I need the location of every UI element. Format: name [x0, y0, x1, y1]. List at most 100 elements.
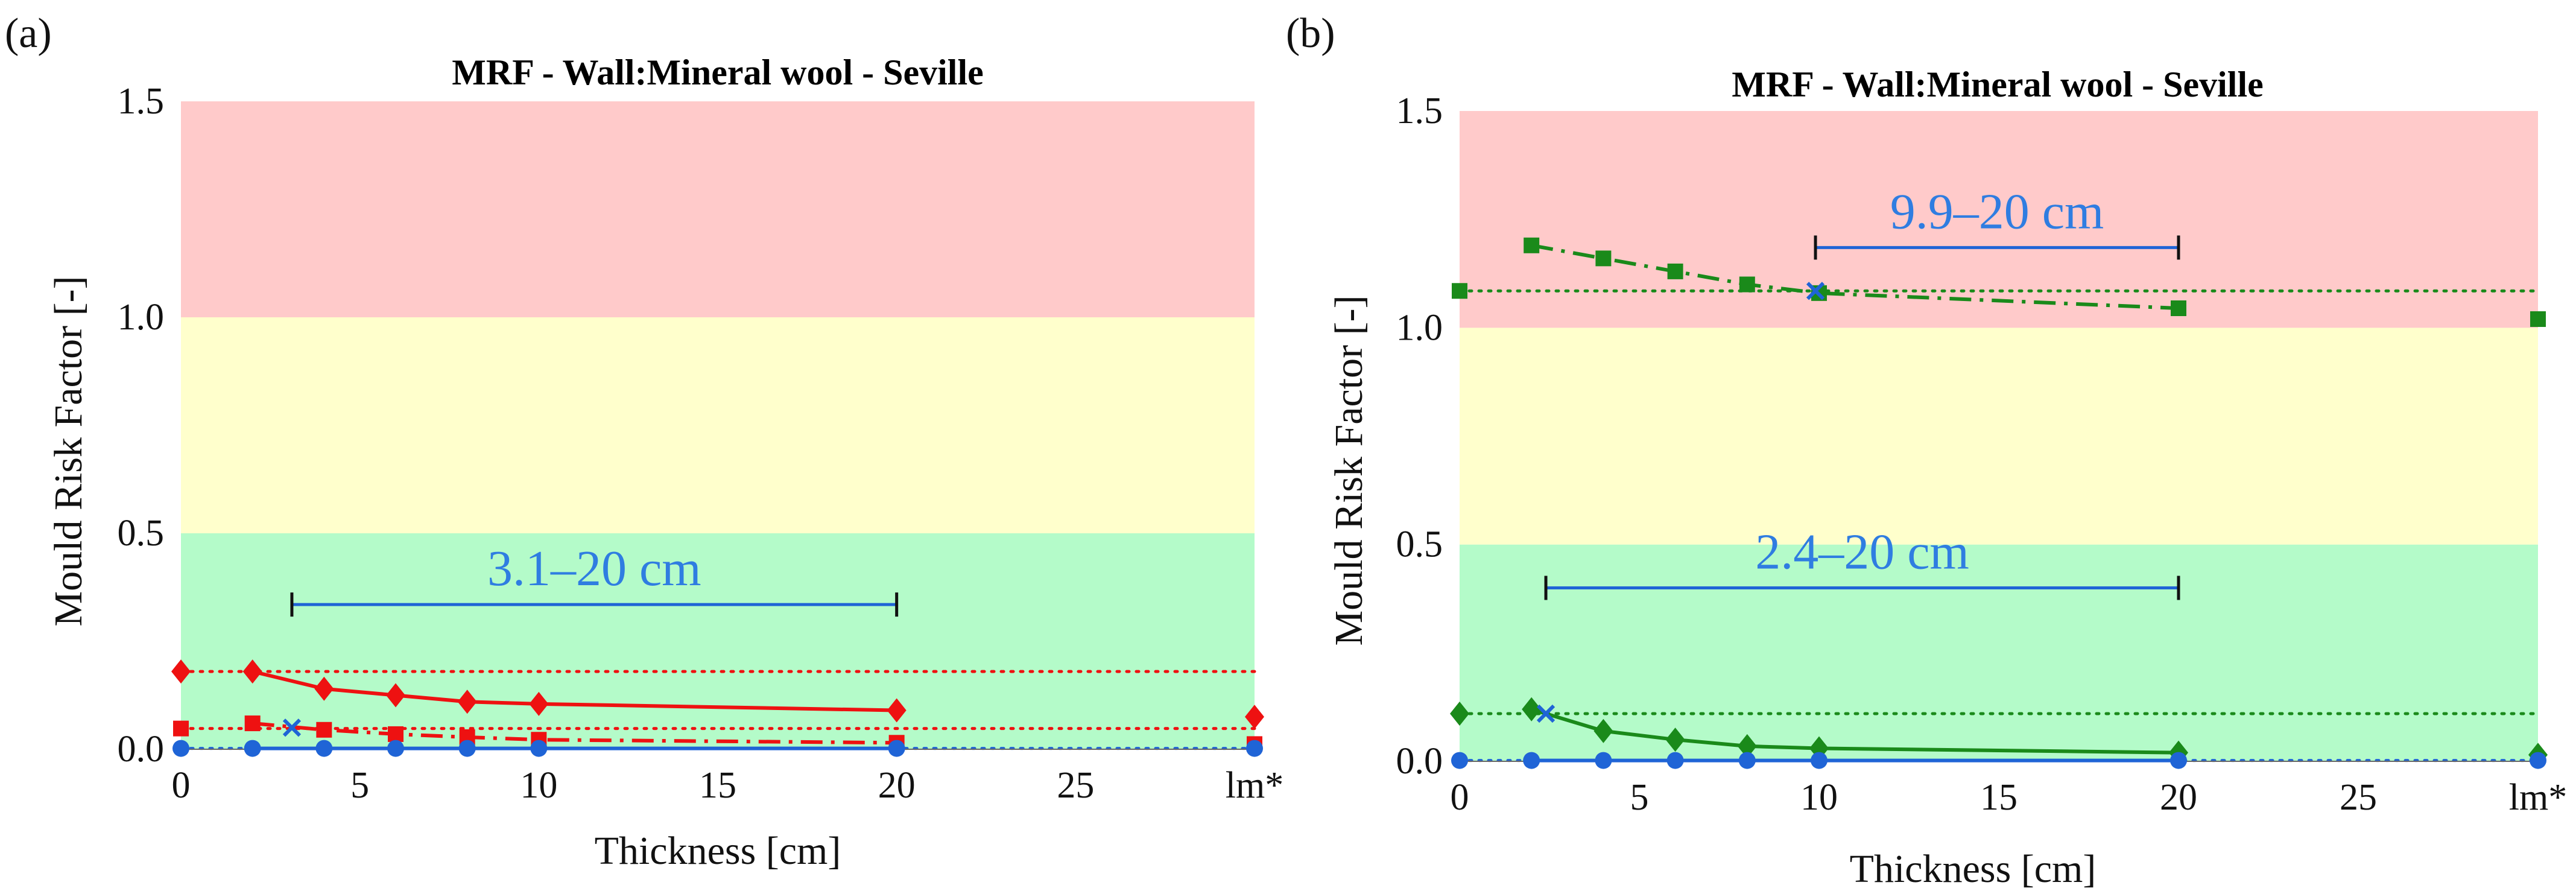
panel-letter-a: (a) [5, 10, 52, 57]
series-line-b-1 [1531, 707, 2179, 755]
point-a-0-1 [314, 676, 334, 701]
range-bracket-b-0: 9.9–20 cm [1814, 183, 2180, 260]
point-b-1-1 [1593, 718, 1613, 743]
risk-zones-a [181, 101, 1255, 749]
point-b-2-4 [1811, 752, 1828, 769]
zone-green-a [181, 533, 1255, 749]
x-tick-label-b-0: 0 [1451, 777, 1469, 818]
series-line-a-0 [252, 670, 897, 712]
point-b-2-2 [1666, 752, 1684, 769]
point-a-2-3 [458, 740, 476, 757]
point-ref-a-2 [172, 740, 189, 757]
point-b-1-3 [1737, 734, 1757, 758]
point-a-2-2 [387, 740, 404, 757]
x-tick-label-a-5: 25 [1057, 765, 1094, 806]
series-b [1450, 237, 2548, 769]
point-ref-b-0 [1452, 283, 1467, 299]
series-a-2 [172, 740, 1263, 757]
point-lm-b-2 [2530, 752, 2546, 769]
cross-marker-a-0 [282, 718, 302, 737]
y-tick-label-b-0: 0.0 [1396, 741, 1443, 782]
ranges-b: 9.9–20 cm 2.4–20 cm [1544, 183, 2180, 600]
point-b-0-5 [2171, 300, 2186, 316]
y-tick-label-a-2: 1.0 [118, 297, 165, 338]
point-a-0-3 [457, 690, 477, 714]
point-ref-b-1 [1450, 701, 1469, 726]
point-a-1-1 [316, 722, 332, 738]
series-b-2 [1451, 752, 2546, 769]
x-tick-label-b-1: 5 [1630, 777, 1649, 818]
x-tick-label-a-2: 10 [520, 765, 557, 806]
series-a-0 [171, 659, 1264, 729]
point-ref-a-1 [173, 720, 189, 737]
point-a-0-2 [386, 683, 405, 708]
y-tick-label-a-3: 1.5 [118, 81, 165, 122]
series-line-a-1 [252, 722, 897, 745]
series-line-b-0 [1531, 243, 2179, 310]
cross-stroke-2-b-0 [1806, 282, 1825, 300]
x-tick-label-a-0: 0 [172, 765, 191, 806]
point-a-1-0 [244, 715, 261, 732]
point-a-2-0 [244, 740, 261, 757]
range-bracket-a-0: 3.1–20 cm [290, 541, 899, 617]
range-label-a-0: 3.1–20 cm [487, 541, 701, 597]
x-tick-label-a-3: 15 [699, 765, 736, 806]
x-tick-label-b-2: 10 [1800, 777, 1838, 818]
x-ticks-b: 0 5 10 15 20 25 lm* [1451, 777, 2568, 818]
range-label-b-0: 9.9–20 cm [1890, 183, 2104, 239]
x-tick-label-a-1: 5 [350, 765, 369, 806]
y-ticks-b: 0.0 0.5 1.0 1.5 [1396, 90, 1443, 782]
x-tick-label-b-5: 25 [2340, 777, 2377, 818]
y-tick-label-b-1: 0.5 [1396, 524, 1443, 565]
point-a-0-0 [242, 659, 262, 684]
x-tick-label-b-6: lm* [2509, 777, 2567, 818]
point-a-1-2 [388, 726, 403, 742]
x-tick-label-a-6: lm* [1226, 765, 1283, 806]
cross-stroke-2-a-0 [282, 718, 302, 737]
point-b-0-1 [1595, 250, 1612, 267]
point-b-1-0 [1522, 697, 1542, 722]
x-axis-label-b: Thickness [cm] [1850, 847, 2097, 888]
y-ticks-a: 0.0 0.5 1.0 1.5 [118, 81, 165, 770]
chart-panel-a: (a) MRF - Wall:Mineral wool - Seville 3.… [5, 10, 1283, 873]
point-ref-a-0 [171, 659, 191, 684]
y-tick-label-b-3: 1.5 [1396, 90, 1443, 132]
cross-marker-b-0 [1806, 282, 1825, 300]
zone-yellow-b [1460, 328, 2538, 545]
y-tick-label-b-2: 1.0 [1396, 307, 1443, 348]
point-lm-a-2 [1246, 740, 1263, 757]
risk-zones-b [1460, 111, 2538, 761]
y-tick-label-a-1: 0.5 [118, 513, 165, 554]
series-a [171, 659, 1264, 757]
y-axis-label-b: Mould Risk Factor [-] [1327, 295, 1371, 645]
x-tick-label-a-4: 20 [878, 765, 916, 806]
y-axis-label-a: Mould Risk Factor [-] [46, 276, 90, 626]
point-b-0-3 [1739, 276, 1755, 293]
point-a-0-4 [529, 691, 549, 716]
point-b-2-1 [1595, 752, 1612, 769]
point-ref-b-2 [1451, 752, 1468, 769]
x-ticks-a: 0 5 10 15 20 25 lm* [172, 765, 1284, 806]
point-a-0-5 [887, 698, 907, 723]
point-b-2-3 [1738, 752, 1756, 769]
point-a-2-4 [530, 740, 548, 757]
cross-marker-b-1 [1536, 704, 1555, 723]
x-tick-label-b-3: 15 [1980, 777, 2017, 818]
zone-green-b [1460, 544, 2538, 761]
point-a-2-1 [315, 740, 333, 757]
point-b-0-0 [1524, 237, 1540, 253]
chart-title-b: MRF - Wall:Mineral wool - Seville [1732, 65, 2264, 104]
chart-panel-b: (b) MRF - Wall:Mineral wool - Seville 9.… [1286, 10, 2567, 888]
x-axis-label-a: Thickness [cm] [595, 829, 841, 873]
ranges-a: 3.1–20 cm [290, 541, 899, 617]
panel-letter-b: (b) [1286, 10, 1335, 57]
y-tick-label-a-0: 0.0 [118, 729, 165, 770]
point-a-2-5 [888, 740, 905, 757]
cross-stroke-2-b-1 [1536, 704, 1555, 723]
range-label-b-1: 2.4–20 cm [1755, 524, 1969, 580]
point-b-0-2 [1667, 263, 1683, 279]
point-b-1-2 [1665, 728, 1685, 752]
range-bracket-b-1: 2.4–20 cm [1544, 524, 2180, 600]
x-tick-label-b-4: 20 [2160, 777, 2197, 818]
